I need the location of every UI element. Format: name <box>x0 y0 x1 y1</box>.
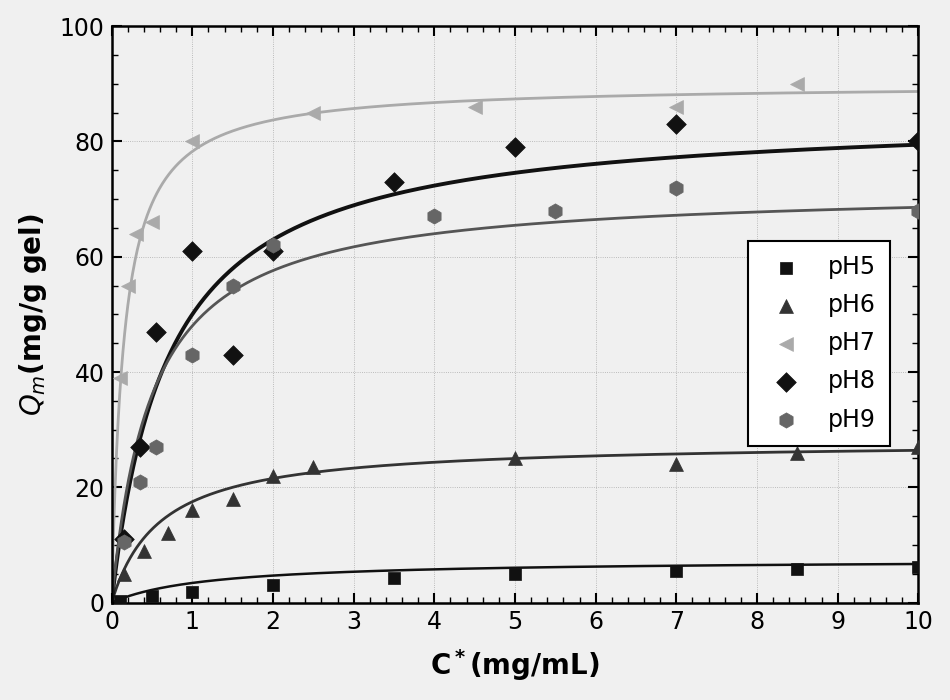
pH6 <box>136 545 151 557</box>
pH8 <box>132 442 147 453</box>
pH6 <box>507 453 522 464</box>
pH7 <box>306 107 321 118</box>
pH5 <box>265 580 280 591</box>
pH7 <box>128 228 143 239</box>
pH7 <box>120 280 135 291</box>
X-axis label: $\mathbf{C^*(mg/mL)}$: $\mathbf{C^*(mg/mL)}$ <box>430 648 599 683</box>
pH7 <box>112 372 127 384</box>
pH6 <box>789 447 805 458</box>
pH8 <box>669 118 684 130</box>
pH9 <box>427 211 442 222</box>
pH6 <box>911 442 926 453</box>
pH7 <box>184 136 200 147</box>
pH8 <box>225 349 240 360</box>
pH5 <box>387 573 402 584</box>
pH8 <box>148 326 163 337</box>
pH9 <box>116 536 131 547</box>
pH9 <box>911 205 926 216</box>
pH5 <box>112 595 127 606</box>
pH9 <box>148 442 163 453</box>
pH8 <box>911 136 926 147</box>
pH5 <box>789 564 805 575</box>
pH7 <box>789 78 805 90</box>
pH8 <box>184 246 200 257</box>
pH9 <box>225 280 240 291</box>
pH8 <box>507 141 522 153</box>
pH9 <box>265 239 280 251</box>
pH6 <box>306 461 321 472</box>
pH9 <box>132 476 147 487</box>
pH6 <box>184 505 200 516</box>
pH8 <box>265 246 280 257</box>
pH8 <box>387 176 402 188</box>
pH5 <box>184 587 200 598</box>
pH6 <box>265 470 280 482</box>
pH7 <box>144 216 160 228</box>
pH6 <box>161 528 176 539</box>
pH7 <box>669 102 684 113</box>
pH9 <box>669 182 684 193</box>
Legend: pH5, pH6, pH7, pH8, pH9: pH5, pH6, pH7, pH8, pH9 <box>748 241 890 446</box>
pH6 <box>116 568 131 580</box>
pH9 <box>548 205 563 216</box>
pH8 <box>116 533 131 545</box>
pH9 <box>184 349 200 360</box>
pH5 <box>144 590 160 601</box>
pH6 <box>669 458 684 470</box>
pH7 <box>467 102 483 113</box>
pH5 <box>911 561 926 573</box>
Y-axis label: $\mathbf{\it{Q}_m}$$\mathbf{(mg/g\ gel)}$: $\mathbf{\it{Q}_m}$$\mathbf{(mg/g\ gel)}… <box>17 213 48 416</box>
pH5 <box>507 568 522 580</box>
pH5 <box>669 566 684 577</box>
pH6 <box>225 494 240 505</box>
